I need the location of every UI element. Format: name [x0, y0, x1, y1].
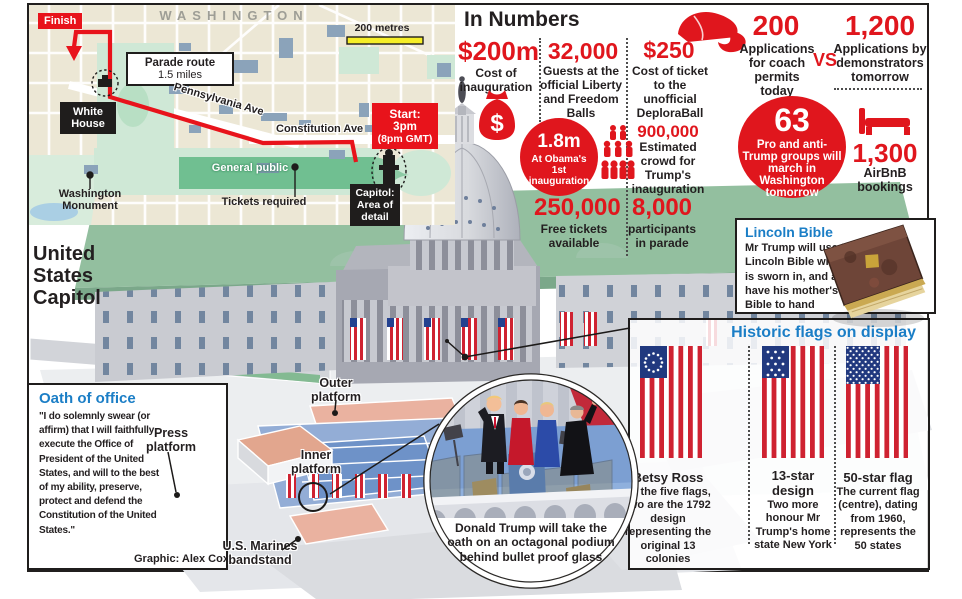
inset-caption: Donald Trump will take the oath on an oc…	[447, 521, 615, 564]
free-tickets-label: Free tickets available	[540, 222, 608, 250]
oath-title: Oath of office	[39, 390, 136, 407]
cost-value: $200m	[458, 36, 539, 66]
obama-circle: 1.8m At Obama's 1st inauguration	[520, 118, 598, 196]
bed-icon	[859, 108, 910, 135]
scale-label: 200 metres	[354, 22, 410, 34]
crowd-icon	[601, 125, 635, 179]
tickets-required-label: Tickets required	[221, 196, 307, 208]
finish-label: Finish	[38, 13, 83, 29]
marines-bandstand-label: U.S. Marines bandstand	[222, 539, 298, 567]
parade-route-arrowhead	[66, 46, 82, 61]
oath-body: "I do solemnly swear (or affirm) that I …	[39, 411, 159, 536]
airbnb-label: AirBnB bookings	[857, 166, 913, 194]
white-house-label: White House	[60, 102, 116, 134]
press-platform-label: Press platform	[146, 426, 196, 454]
oath-inset-circle	[423, 373, 639, 589]
in-numbers-title: In Numbers	[464, 8, 580, 31]
ivanka-figure	[534, 402, 560, 467]
general-public-label: General public	[211, 162, 289, 174]
divider	[539, 38, 541, 122]
maga-cap-icon	[678, 12, 746, 53]
parade-label: participants in parade	[627, 222, 696, 250]
obama-value: 1.8m	[537, 131, 581, 152]
city-label: WASHINGTON	[159, 8, 309, 23]
free-tickets-value: 250,000	[534, 194, 621, 221]
ticket-value: $250	[643, 37, 695, 63]
parade-route-miles: 1.5 miles	[157, 69, 203, 81]
parade-route-title: Parade route	[144, 57, 216, 69]
march-label: Pro and anti-Trump groups will march in …	[742, 139, 842, 199]
start-title: Start:	[389, 107, 421, 121]
obama-label: At Obama's 1st inauguration	[528, 154, 590, 187]
start-callout: Start: 3pm (8pm GMT)	[372, 103, 438, 149]
divider	[626, 38, 628, 256]
demonstrators-value: 1,200	[844, 10, 916, 41]
thirteen-star-flag-icon	[762, 346, 824, 458]
demonstrators-label: Applications by demonstrators tomorrow	[833, 42, 927, 84]
divider	[834, 346, 836, 544]
parade-route-callout: Parade route 1.5 miles	[126, 52, 234, 86]
justice-figure	[560, 399, 598, 476]
crowd-label: Estimated crowd for Trump's inauguration	[631, 140, 705, 196]
coach-label: Applications for coach permits today	[739, 42, 815, 98]
constitution-ave-road	[249, 135, 455, 144]
money-bag-icon: $	[479, 90, 515, 140]
map-buildings	[84, 25, 451, 174]
guests-value: 32,000	[547, 38, 619, 64]
flag-desc-50star: The current flag (centre), dating from 1…	[836, 486, 920, 552]
oath-box	[27, 383, 228, 570]
flag-name-50star: 50-star flag	[843, 470, 913, 485]
outer-platform-label: Outer platform	[311, 376, 361, 404]
capitol-detail-label: Capitol: Area of detail	[350, 184, 400, 226]
map-marker-dots	[86, 163, 299, 197]
lincoln-bible-title: Lincoln Bible	[745, 224, 833, 240]
vs-label: VS	[813, 50, 838, 70]
washington-monument-label: Washington Monument	[58, 188, 122, 212]
inner-platform-label: Inner platform	[291, 448, 341, 476]
flag-desc-betsy: Of the five flags, two are the 1792 desi…	[624, 486, 712, 566]
start-gmt: (8pm GMT)	[377, 133, 433, 145]
capitol-title: United States Capitol	[33, 243, 101, 309]
march-value: 63	[774, 102, 810, 138]
divider	[834, 88, 922, 90]
betsy-ross-flag-icon	[640, 346, 702, 458]
coach-value: 200	[752, 10, 800, 41]
trump-figure	[478, 395, 507, 474]
cost-label: Cost of inauguration	[459, 66, 533, 94]
scale-bar	[346, 36, 424, 45]
ticket-label: Cost of ticket to the unofficial Deplora…	[631, 64, 708, 120]
flag-name-13star: 13-star design	[771, 468, 815, 498]
parade-value: 8,000	[631, 194, 693, 221]
divider	[748, 346, 750, 544]
crowd-value: 900,000	[637, 122, 699, 141]
flag-name-betsy: Betsy Ross	[632, 470, 704, 485]
credit-label: Graphic: Alex Cox	[134, 553, 229, 565]
melania-figure	[508, 400, 534, 465]
money-bag-symbol: $	[490, 110, 504, 137]
lincoln-bible-image	[823, 224, 926, 327]
flag-desc-13star: Two more honour Mr Trump's home state Ne…	[754, 499, 832, 552]
fifty-star-flag-icon	[846, 346, 908, 458]
constitution-ave-label: Constitution Ave	[276, 123, 364, 135]
march-circle: 63 Pro and anti-Trump groups will march …	[738, 96, 846, 199]
guests-label: Guests at the official Liberty and Freed…	[539, 64, 622, 120]
airbnb-value: 1,300	[852, 138, 918, 168]
start-time: 3pm	[393, 121, 417, 133]
white-house-icon	[91, 69, 119, 97]
parade-route-line	[71, 29, 359, 163]
historic-flags-title: Historic flags on display	[731, 324, 916, 341]
